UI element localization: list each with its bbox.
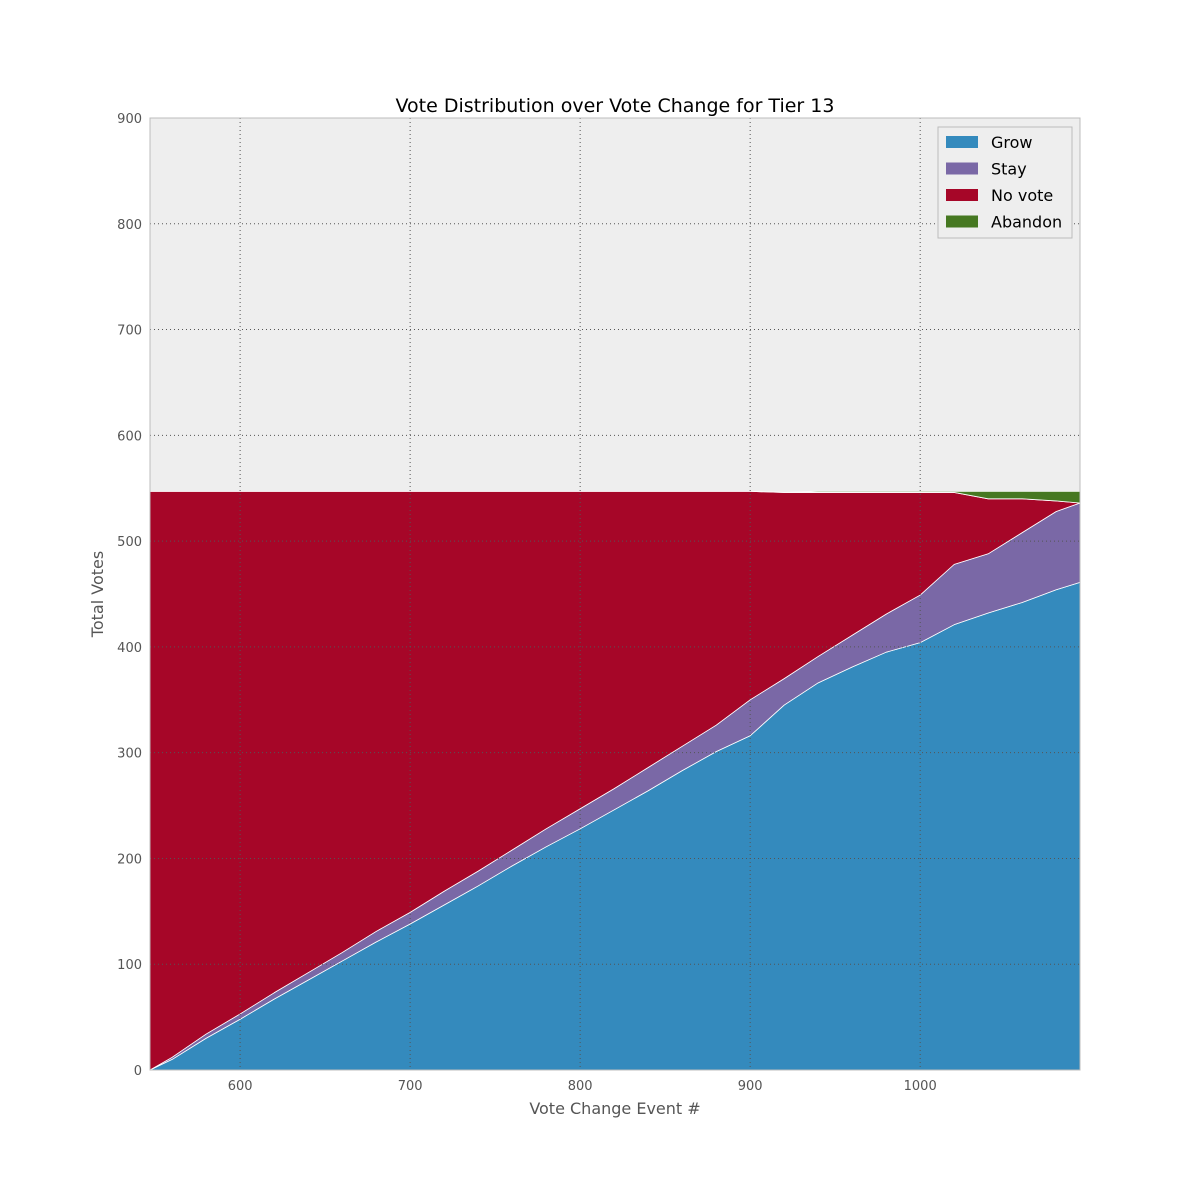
- grid-lines: [150, 118, 1080, 1070]
- legend-label: Grow: [991, 133, 1033, 152]
- y-tick-label: 300: [117, 747, 142, 762]
- legend: Grow Stay No vote Abandon: [937, 126, 1073, 239]
- legend-swatch: [946, 136, 978, 148]
- x-axis-label: Vote Change Event #: [529, 1099, 700, 1118]
- legend-swatch: [946, 162, 978, 175]
- y-axis-label: Total Votes: [88, 551, 107, 638]
- y-tick-label: 500: [117, 535, 142, 550]
- x-tick-label: 800: [568, 1079, 593, 1094]
- y-tick-label: 700: [117, 324, 142, 339]
- x-axis-ticks: 600 700 800 900 1000: [228, 1079, 937, 1094]
- chart-title: Vote Distribution over Vote Change for T…: [396, 95, 835, 117]
- plot-frame: [149, 117, 1081, 1071]
- y-tick-label: 400: [117, 641, 142, 656]
- legend-label: Stay: [991, 160, 1027, 179]
- legend-swatch: [946, 215, 978, 228]
- y-tick-label: 900: [117, 112, 142, 127]
- x-tick-label: 600: [228, 1079, 253, 1094]
- legend-swatch: [946, 189, 978, 201]
- x-tick-label: 900: [738, 1079, 763, 1094]
- stacked-areas: [149, 491, 1081, 1071]
- y-tick-label: 0: [134, 1064, 142, 1079]
- y-axis-ticks: 0 100 200 300 400 500 600 700 800 900: [117, 112, 142, 1079]
- x-tick-label: 1000: [904, 1079, 937, 1094]
- x-tick-label: 700: [398, 1079, 423, 1094]
- y-tick-label: 600: [117, 429, 142, 444]
- y-tick-label: 100: [117, 958, 142, 973]
- y-tick-label: 200: [117, 852, 142, 867]
- y-tick-label: 800: [117, 218, 142, 233]
- legend-label: Abandon: [991, 213, 1062, 232]
- legend-label: No vote: [991, 186, 1053, 205]
